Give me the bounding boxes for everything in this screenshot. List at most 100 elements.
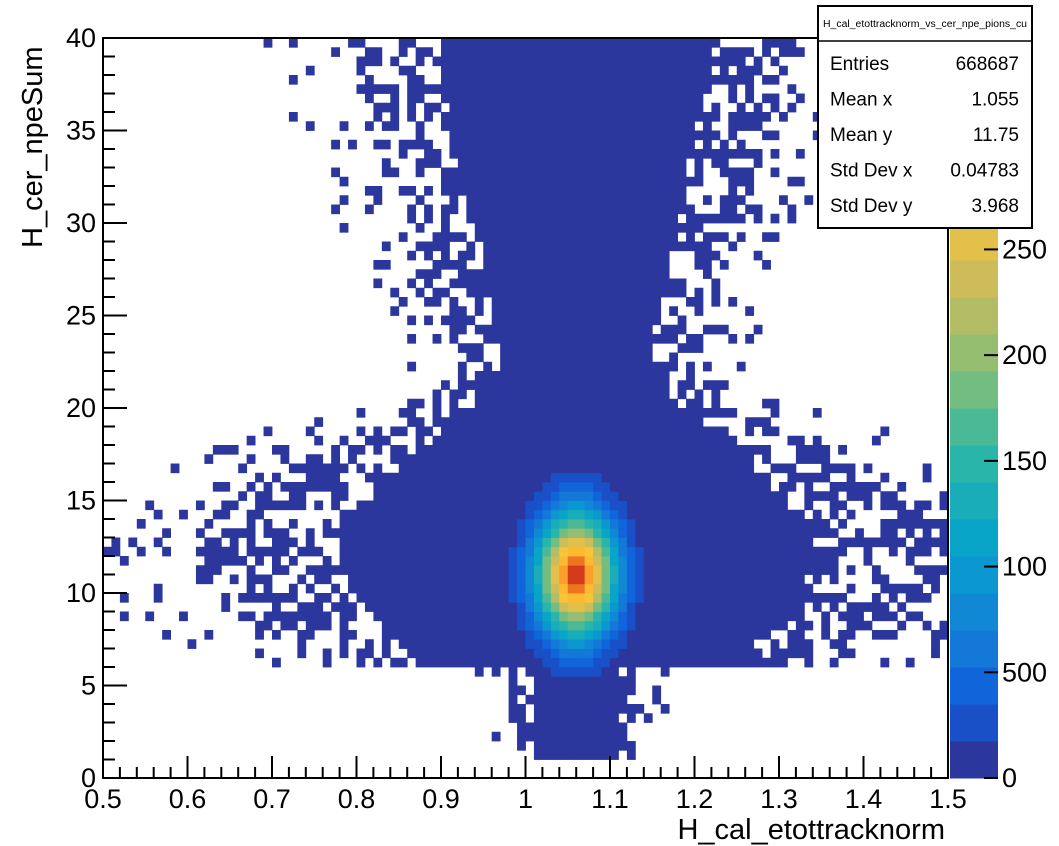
heatmap-cell — [381, 519, 391, 529]
heatmap-cell — [728, 176, 738, 187]
heatmap-cell — [550, 75, 560, 85]
heatmap-cell — [846, 620, 856, 631]
heatmap-cell — [677, 593, 687, 603]
heatmap-cell — [601, 445, 611, 455]
heatmap-cell — [584, 56, 594, 67]
heatmap-cell — [618, 482, 628, 492]
heatmap-cell — [533, 565, 543, 575]
heatmap-cell — [517, 380, 526, 390]
heatmap-cell — [610, 491, 619, 501]
heatmap-cell — [567, 500, 577, 511]
heatmap-cell — [643, 223, 653, 233]
heatmap-cell — [702, 139, 712, 150]
heatmap-cell — [500, 121, 509, 131]
heatmap-cell — [474, 620, 484, 631]
heatmap-cell — [407, 334, 417, 344]
heatmap-cell — [517, 472, 526, 483]
heatmap-cell — [652, 65, 662, 76]
heatmap-cell — [812, 519, 822, 529]
heatmap-cell — [635, 371, 645, 381]
heatmap-cell — [373, 611, 383, 622]
heatmap-cell — [533, 454, 543, 464]
heatmap-cell — [550, 704, 560, 714]
heatmap-cell — [770, 56, 780, 67]
heatmap-cell — [686, 556, 695, 566]
heatmap-cell — [660, 537, 670, 548]
heatmap-cell — [736, 509, 746, 520]
heatmap-cell — [364, 528, 374, 538]
heatmap-cell — [500, 426, 509, 437]
heatmap-cell — [584, 657, 594, 668]
heatmap-cell — [610, 38, 619, 48]
heatmap-cell — [711, 528, 721, 538]
heatmap-cell — [559, 454, 569, 464]
heatmap-cell — [593, 722, 602, 733]
heatmap-cell — [635, 546, 645, 557]
heatmap-cell — [635, 657, 645, 668]
heatmap-cell — [407, 630, 417, 640]
heatmap-cell — [508, 352, 518, 363]
heatmap-cell — [728, 593, 738, 603]
heatmap-cell — [542, 546, 552, 557]
heatmap-cell — [398, 602, 408, 612]
heatmap-cell — [795, 519, 805, 529]
heatmap-cell — [263, 426, 273, 437]
heatmap-cell — [610, 380, 619, 390]
heatmap-cell — [652, 583, 662, 594]
heatmap-cell — [381, 260, 391, 270]
heatmap-cell — [508, 398, 518, 409]
heatmap-cell — [474, 565, 484, 575]
heatmap-cell — [601, 417, 611, 427]
heatmap-cell — [762, 491, 771, 501]
heatmap-cell — [779, 528, 788, 538]
heatmap-cell — [339, 556, 349, 566]
heatmap-cell — [736, 657, 746, 668]
heatmap-cell — [871, 537, 881, 548]
heatmap-cell — [576, 435, 586, 446]
heatmap-cell — [888, 519, 898, 529]
heatmap-cell — [779, 546, 788, 557]
heatmap-cell — [432, 56, 442, 67]
heatmap-cell — [618, 657, 628, 668]
heatmap-cell — [474, 47, 484, 57]
heatmap-cell — [652, 398, 662, 409]
heatmap-cell — [542, 491, 552, 501]
heatmap-cell — [533, 167, 543, 178]
heatmap-cell — [559, 676, 569, 686]
heatmap-cell — [449, 537, 459, 548]
heatmap-cell — [770, 528, 780, 538]
heatmap-cell — [576, 315, 586, 326]
heatmap-cell — [770, 102, 780, 113]
heatmap-cell — [567, 47, 577, 57]
heatmap-cell — [626, 139, 636, 150]
heatmap-cell — [652, 250, 662, 261]
heatmap-cell — [508, 56, 518, 67]
heatmap-cell — [897, 519, 907, 529]
heatmap-cell — [542, 713, 552, 723]
heatmap-cell — [500, 648, 509, 659]
heatmap-cell — [719, 611, 729, 622]
heatmap-cell — [474, 408, 484, 418]
heatmap-cell — [610, 260, 619, 270]
heatmap-cell — [618, 371, 628, 381]
heatmap-cell — [483, 121, 493, 131]
heatmap-cell — [407, 574, 417, 585]
heatmap-cell — [804, 556, 814, 566]
heatmap-cell — [694, 435, 704, 446]
heatmap-cell — [466, 620, 476, 631]
heatmap-cell — [677, 204, 687, 215]
heatmap-cell — [550, 232, 560, 242]
heatmap-cell — [584, 389, 594, 400]
heatmap-cell — [542, 324, 552, 335]
heatmap-cell — [576, 463, 586, 474]
heatmap-cell — [660, 463, 670, 474]
heatmap-cell — [474, 102, 484, 113]
heatmap-cell — [559, 112, 569, 122]
heatmap-cell — [542, 297, 552, 307]
heatmap-cell — [576, 750, 586, 760]
heatmap-cell — [618, 278, 628, 289]
heatmap-cell — [441, 565, 450, 575]
heatmap-cell — [719, 139, 729, 150]
heatmap-cell — [483, 93, 493, 104]
heatmap-cell — [711, 130, 721, 141]
